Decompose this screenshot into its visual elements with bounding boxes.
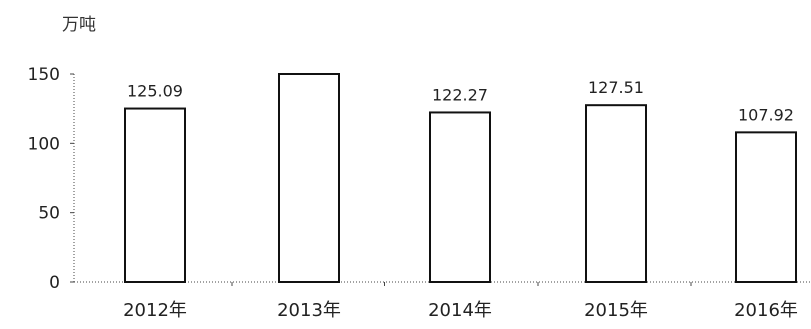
x-tick-label: 2016年	[734, 300, 798, 321]
bar-3	[429, 111, 491, 283]
x-tick-label: 2015年	[584, 300, 648, 321]
y-tick-label: 150	[28, 65, 60, 85]
y-tick-label: 50	[38, 204, 60, 224]
x-tick-label: 2014年	[428, 300, 492, 321]
chart-labels: 2012年 125.09 2013年 2014年 122.27 2015年 127.51 20…	[123, 78, 798, 321]
data-label: 127.51	[588, 78, 644, 97]
bar-5	[735, 131, 797, 283]
bar-2	[278, 73, 340, 283]
y-tick-label: 0	[49, 273, 60, 293]
x-tick-label: 2013年	[277, 300, 341, 321]
bar-1	[124, 107, 186, 283]
data-label: 122.27	[432, 85, 488, 104]
chart-bars	[124, 73, 797, 284]
data-label: 125.09	[127, 82, 183, 101]
x-tick-label: 2012年	[123, 300, 187, 321]
y-tick-label: 100	[28, 134, 60, 154]
chart-axes: 0 50 100 150	[28, 65, 811, 293]
data-label: 107.92	[738, 105, 794, 124]
bar-4	[585, 104, 647, 284]
y-unit-label: 万吨	[62, 15, 96, 35]
